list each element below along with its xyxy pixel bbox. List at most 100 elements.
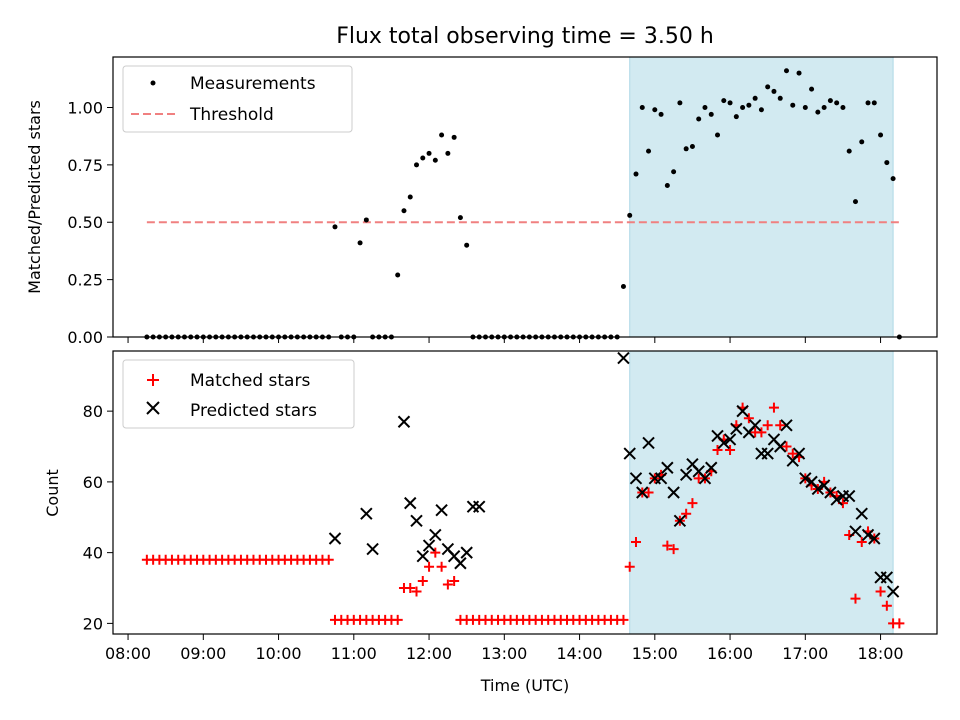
measurement-point: [658, 111, 664, 117]
predicted-star-point: [717, 436, 730, 450]
matched-star-point: [630, 537, 641, 548]
predicted-star-point: [792, 447, 806, 460]
predicted-star-point: [636, 486, 649, 499]
predicted-star-point: [397, 415, 411, 428]
measurement-point: [639, 104, 645, 110]
measurement-point: [758, 107, 764, 113]
measurement-point: [783, 68, 789, 74]
measurement-point: [652, 107, 658, 113]
bottom-legend-box: [122, 359, 355, 429]
predicted-star-point: [855, 507, 868, 520]
measurement-point: [696, 116, 702, 122]
measurement-point: [727, 100, 733, 106]
predicted-star-point: [460, 546, 473, 559]
predicted-star-point: [861, 528, 875, 542]
top-panel-frame: [112, 56, 938, 338]
measurement-point: [890, 176, 896, 182]
legend-matched-marker: [147, 374, 159, 386]
matched-star-point: [787, 448, 798, 459]
measurement-point: [407, 194, 413, 200]
predicted-star-point: [679, 468, 693, 482]
bot-ytick-label: 80: [83, 402, 103, 421]
matched-star-point: [417, 575, 428, 586]
matched-star-point: [894, 618, 905, 629]
predicted-star-point: [811, 482, 825, 496]
matched-star-point: [875, 586, 886, 597]
measurement-point: [878, 132, 884, 138]
predicted-star-point: [404, 496, 417, 510]
predicted-star-point: [617, 351, 630, 365]
predicted-star-point: [723, 433, 737, 446]
measurement-point: [708, 111, 714, 117]
predicted-star-point: [780, 419, 793, 432]
matched-star-point: [405, 583, 416, 594]
matched-star-point: [743, 413, 754, 424]
measurement-point: [821, 104, 827, 110]
matched-star-point: [756, 427, 767, 438]
bottom-legend: Matched stars Predicted stars: [122, 359, 355, 429]
predicted-star-point: [868, 532, 881, 545]
matched-star-point: [449, 575, 460, 586]
predicted-star-point: [886, 585, 900, 598]
matched-star-point: [442, 579, 453, 590]
measurement-point: [363, 217, 369, 223]
measurement-point: [740, 104, 746, 110]
xtick-label: 10:00: [255, 644, 301, 663]
predicted-star-point: [454, 557, 467, 570]
measurement-point: [752, 95, 758, 101]
xtick-label: 17:00: [782, 644, 828, 663]
measurement-point: [777, 95, 783, 101]
measurement-point: [677, 100, 683, 106]
predicted-star-point: [698, 472, 712, 485]
predicted-star-point: [730, 422, 743, 436]
xtick-label: 08:00: [105, 644, 151, 663]
top-ytick-label: 0.50: [67, 213, 103, 232]
measurement-point: [702, 104, 708, 110]
predicted-star-point: [799, 472, 812, 485]
predicted-star-point: [410, 514, 423, 528]
measurement-point: [802, 104, 808, 110]
top-ytick-label: 1.00: [67, 98, 103, 117]
measurement-point: [439, 132, 445, 138]
x-axis-label: Time (UTC): [480, 676, 569, 695]
measurement-point: [689, 144, 695, 150]
predicted-star-point: [736, 404, 749, 418]
matched-star-point: [436, 561, 447, 572]
measurement-point: [401, 208, 407, 214]
measurement-point: [395, 272, 401, 278]
xtick-label: 09:00: [180, 644, 226, 663]
matched-star-point: [687, 498, 698, 509]
xtick-label: 13:00: [481, 644, 527, 663]
bot-ytick-label: 60: [83, 473, 103, 492]
measurement-point: [815, 109, 821, 115]
matched-star-point: [668, 544, 679, 555]
matched-star-point: [850, 593, 861, 604]
xtick-label: 15:00: [632, 644, 678, 663]
matched-star-point: [881, 600, 892, 611]
legend-matched-label: Matched stars: [190, 371, 310, 391]
matched-star-point: [392, 614, 403, 625]
legend-threshold-label: Threshold: [189, 105, 274, 125]
measurement-point: [834, 100, 840, 106]
predicted-star-point: [366, 542, 379, 556]
measurement-point: [765, 84, 771, 90]
xtick-label: 11:00: [331, 644, 377, 663]
predicted-star-point: [761, 447, 774, 460]
predicted-star-point: [328, 532, 342, 545]
predicted-star-point: [623, 447, 636, 460]
measurement-point: [332, 224, 338, 230]
matched-star-point: [424, 561, 435, 572]
predicted-star-point: [422, 539, 436, 552]
matched-star-point: [725, 445, 736, 456]
measurement-point: [633, 171, 639, 177]
top-legend: Measurements Threshold: [122, 65, 353, 133]
predicted-star-point: [654, 472, 668, 485]
legend-measurements-label: Measurements: [190, 74, 316, 94]
matched-star-point: [856, 537, 867, 548]
measurement-point: [671, 169, 677, 175]
predicted-star-point: [880, 571, 894, 584]
predicted-star-point: [661, 461, 674, 474]
predicted-star-point: [466, 500, 480, 513]
xtick-label: 14:00: [557, 644, 603, 663]
